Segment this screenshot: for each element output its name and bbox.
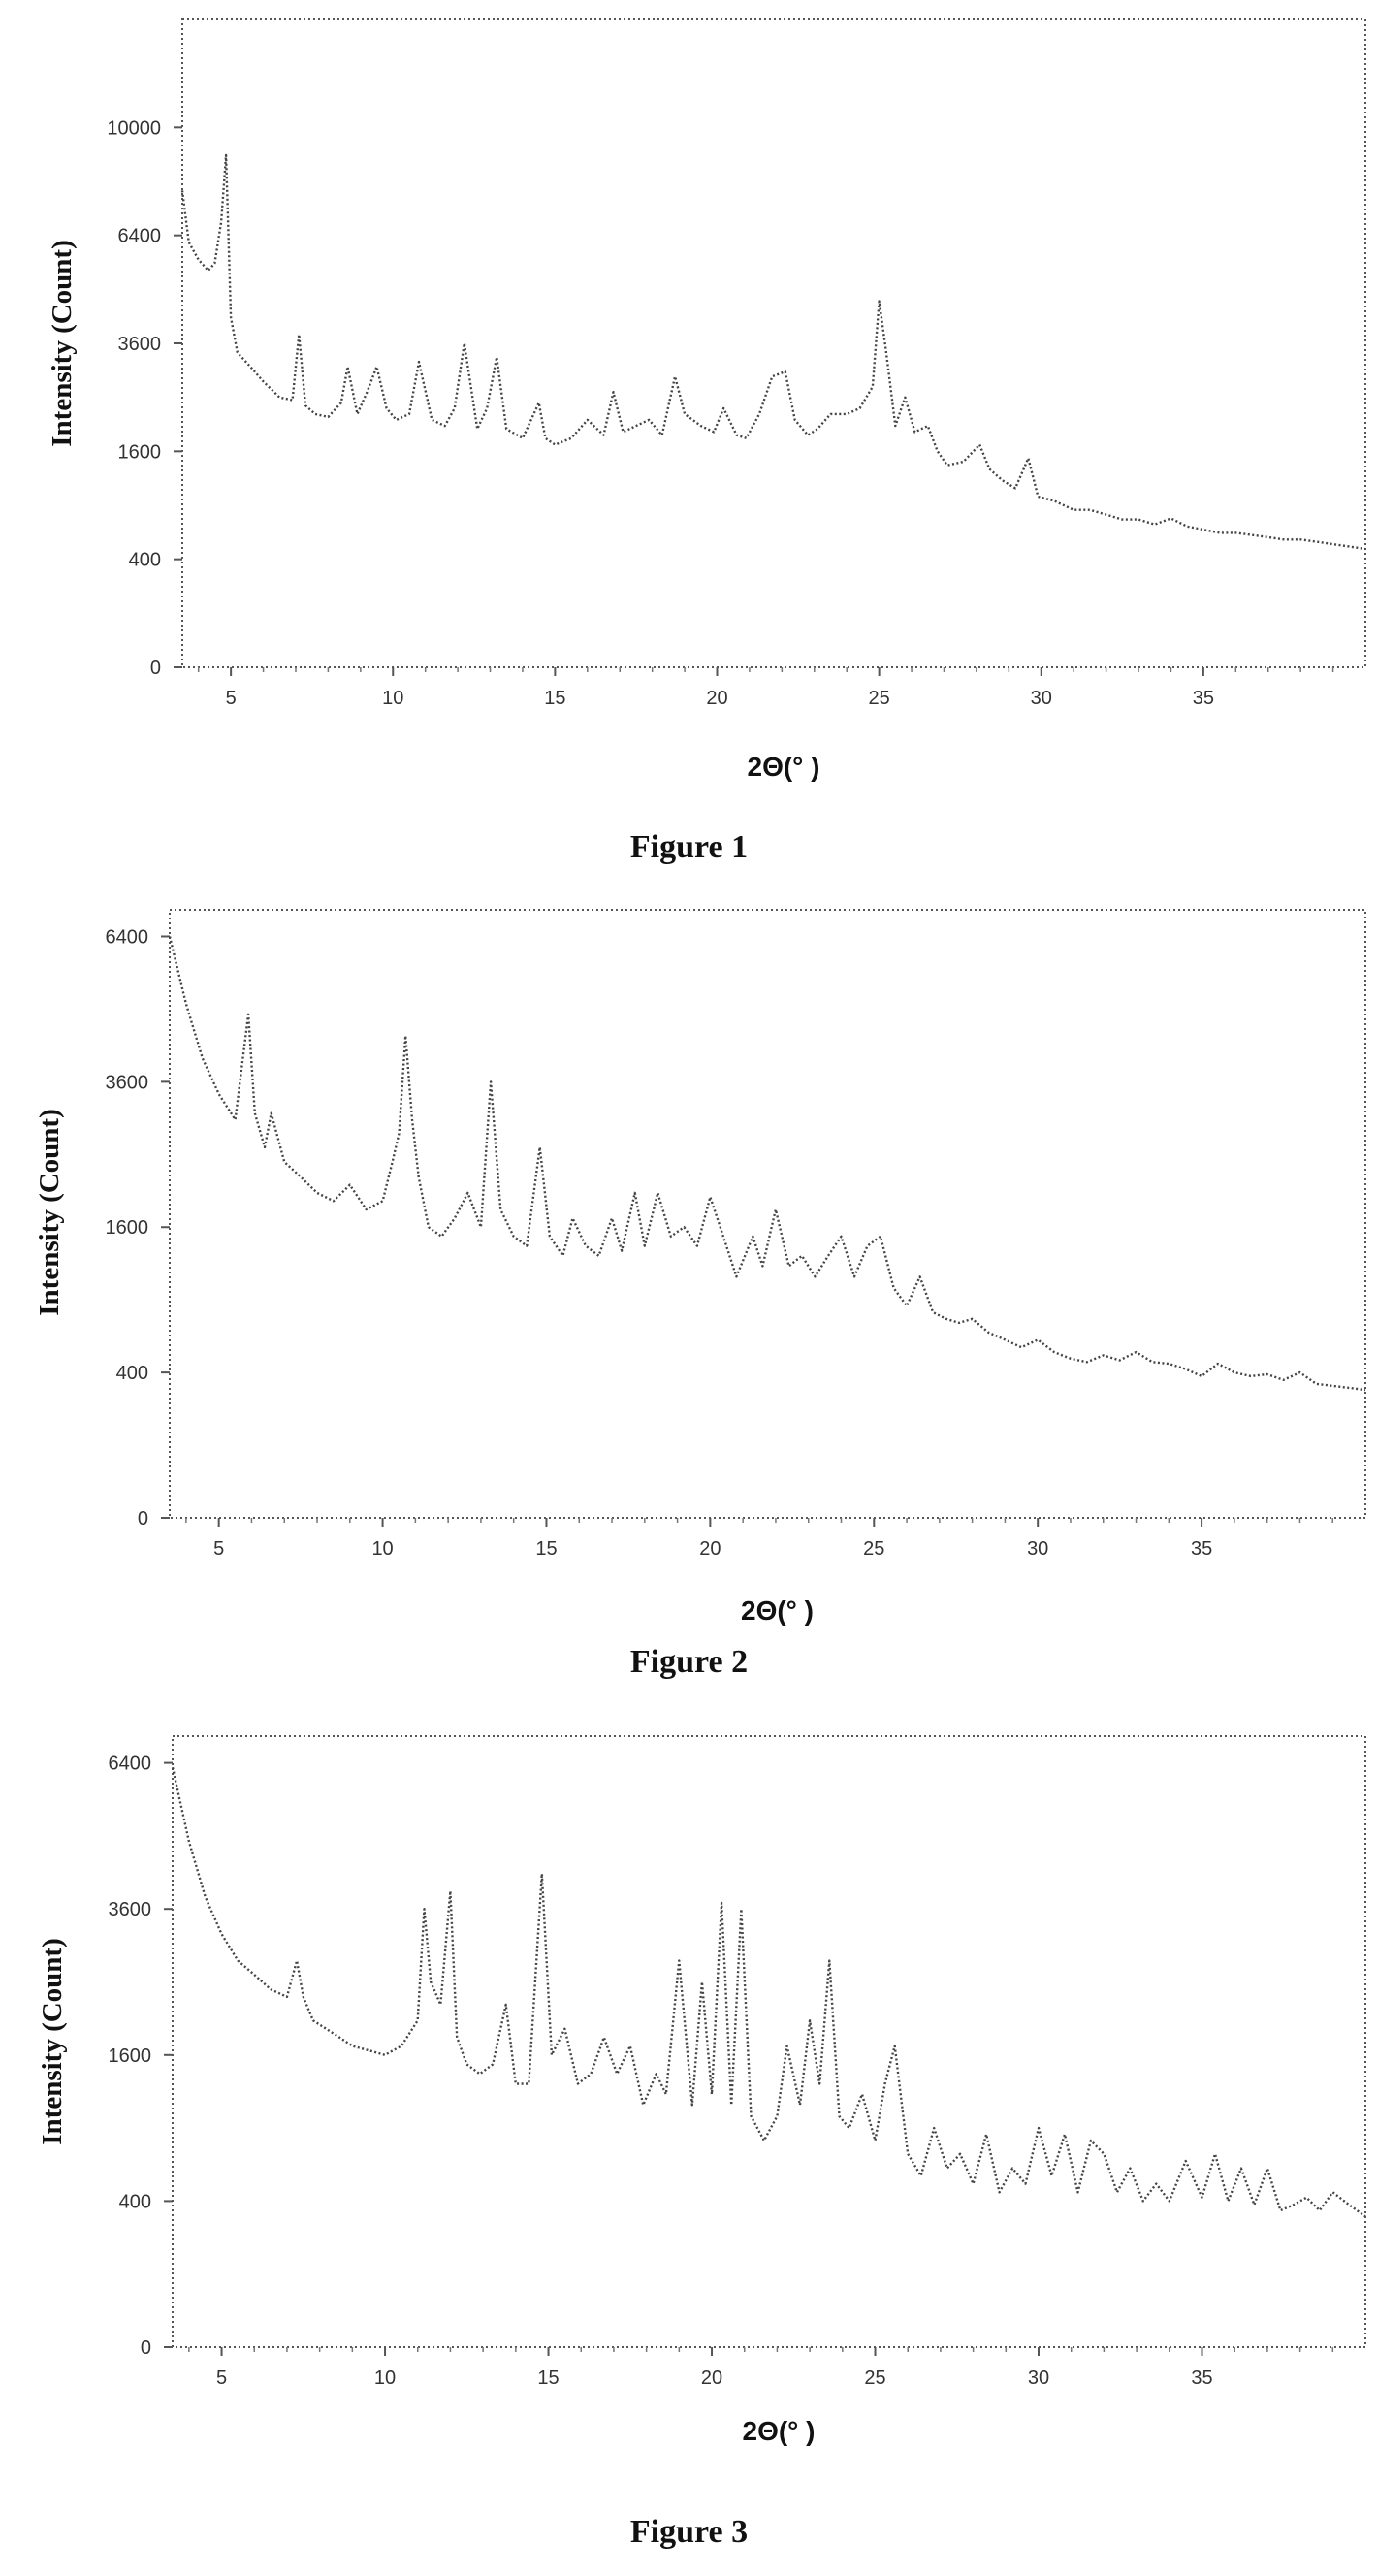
y-tick-label: 3600: [109, 1899, 152, 1920]
y-tick-label: 400: [119, 2191, 151, 2212]
x-axis-label: 2Θ(° ): [748, 752, 820, 782]
x-tick-label: 5: [216, 2367, 227, 2389]
x-tick-label: 5: [213, 1538, 224, 1560]
y-tick-label: 0: [141, 2337, 151, 2359]
y-tick-label: 1600: [118, 441, 162, 463]
y-tick-label: 3600: [106, 1072, 149, 1093]
series-line: [171, 1767, 1366, 2218]
x-tick-label: 20: [706, 688, 727, 709]
x-tick-label: 30: [1027, 1538, 1048, 1560]
x-tick-label: 35: [1191, 2367, 1212, 2389]
x-tick-label: 25: [869, 688, 890, 709]
y-tick-label: 400: [116, 1363, 148, 1384]
y-axis-label: Intensity (Count): [47, 240, 78, 447]
series-line: [180, 153, 1366, 551]
y-tick-label: 1600: [106, 1217, 149, 1239]
plot-frame: [169, 909, 1366, 1519]
y-tick-label: 6400: [106, 926, 149, 948]
x-tick-label: 20: [699, 1538, 721, 1560]
chart-figure-3: 0 400 1600 3600 6400 5 10 15 20 25 30 35 Intensity (…: [37, 1735, 1366, 2446]
figure-2-caption: Figure 2: [629, 1644, 749, 1680]
x-tick-label: 25: [863, 1538, 884, 1560]
chart-figure-1: 0 400 1600 3600 6400 10000 5 10 15 20 25 30 35 Intens…: [47, 18, 1366, 782]
series-line: [168, 936, 1366, 1392]
chart-figure-2: 0 400 1600 3600 6400 5 10 15 20 25 30 35 Intensity (…: [34, 909, 1366, 1626]
x-tick-label: 15: [544, 688, 565, 709]
x-tick-label: 35: [1193, 688, 1214, 709]
y-tick-label: 1600: [109, 2045, 152, 2067]
plot-frame: [181, 18, 1366, 668]
plot-frame: [172, 1735, 1366, 2348]
figure-3-caption: Figure 3: [629, 2514, 749, 2550]
x-tick-label: 10: [382, 688, 403, 709]
y-tick-label: 400: [129, 550, 161, 571]
y-tick-label: 3600: [118, 334, 162, 355]
y-tick-label: 6400: [118, 226, 162, 247]
y-tick-label: 0: [150, 658, 161, 679]
x-tick-label: 20: [701, 2367, 722, 2389]
x-tick-label: 10: [374, 2367, 396, 2389]
x-tick-label: 10: [371, 1538, 393, 1560]
x-tick-label: 35: [1191, 1538, 1212, 1560]
x-axis-label: 2Θ(° ): [741, 1595, 814, 1626]
x-tick-label: 5: [226, 688, 237, 709]
y-tick-label: 10000: [107, 117, 161, 139]
x-tick-label: 30: [1028, 2367, 1049, 2389]
x-tick-label: 25: [864, 2367, 885, 2389]
x-tick-label: 15: [537, 2367, 559, 2389]
x-axis-label: 2Θ(° ): [743, 2416, 816, 2446]
y-axis-label: Intensity (Count): [37, 1938, 68, 2145]
x-tick-label: 30: [1031, 688, 1052, 709]
x-tick-label: 15: [535, 1538, 557, 1560]
y-tick-label: 6400: [109, 1754, 152, 1775]
figure-1-caption: Figure 1: [629, 829, 749, 865]
y-tick-label: 0: [138, 1508, 148, 1530]
y-axis-label: Intensity (Count): [34, 1109, 65, 1316]
